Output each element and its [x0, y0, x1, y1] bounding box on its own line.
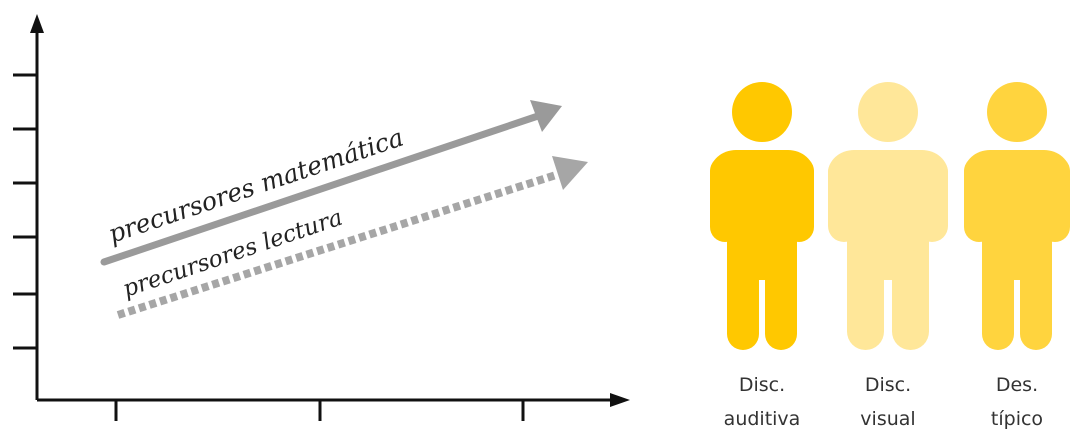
person-leg-icon: [765, 250, 797, 350]
arrow-head-dotted: [552, 156, 588, 190]
person-leg-icon: [727, 250, 759, 350]
person-leg-icon: [1020, 250, 1052, 350]
figure-label-line1: Disc.: [865, 374, 911, 396]
figure-label-line2: visual: [860, 408, 915, 430]
person-head-icon: [732, 82, 792, 142]
person-figure: Des. típico: [964, 82, 1070, 430]
person-head-icon: [987, 82, 1047, 142]
x-axis-arrowhead: [610, 393, 630, 407]
person-leg-icon: [982, 250, 1014, 350]
person-figure: Disc. visual: [828, 82, 948, 430]
person-head-icon: [858, 82, 918, 142]
figure-label-line1: Disc.: [739, 374, 785, 396]
arrow-shaft-solid: [100, 112, 542, 266]
arrow-label-matematica: precursores matemática: [105, 123, 407, 249]
person-leg-icon: [847, 250, 884, 350]
arrow-head-solid: [530, 100, 562, 132]
x-axis-ticks: [114, 400, 525, 421]
y-axis-ticks: [13, 73, 37, 350]
person-figures: Disc. auditiva Disc. visual Des. típico: [710, 82, 1070, 430]
figure-label-line2: típico: [991, 408, 1043, 430]
y-axis-arrowhead: [30, 14, 44, 33]
figure-label-line2: auditiva: [724, 408, 801, 430]
arrow-precursores-matematica: precursores matemática: [100, 100, 562, 266]
figure-label-line1: Des.: [996, 374, 1038, 396]
person-figure: Disc. auditiva: [710, 82, 814, 430]
person-leg-icon: [892, 250, 929, 350]
axes: [13, 14, 630, 421]
